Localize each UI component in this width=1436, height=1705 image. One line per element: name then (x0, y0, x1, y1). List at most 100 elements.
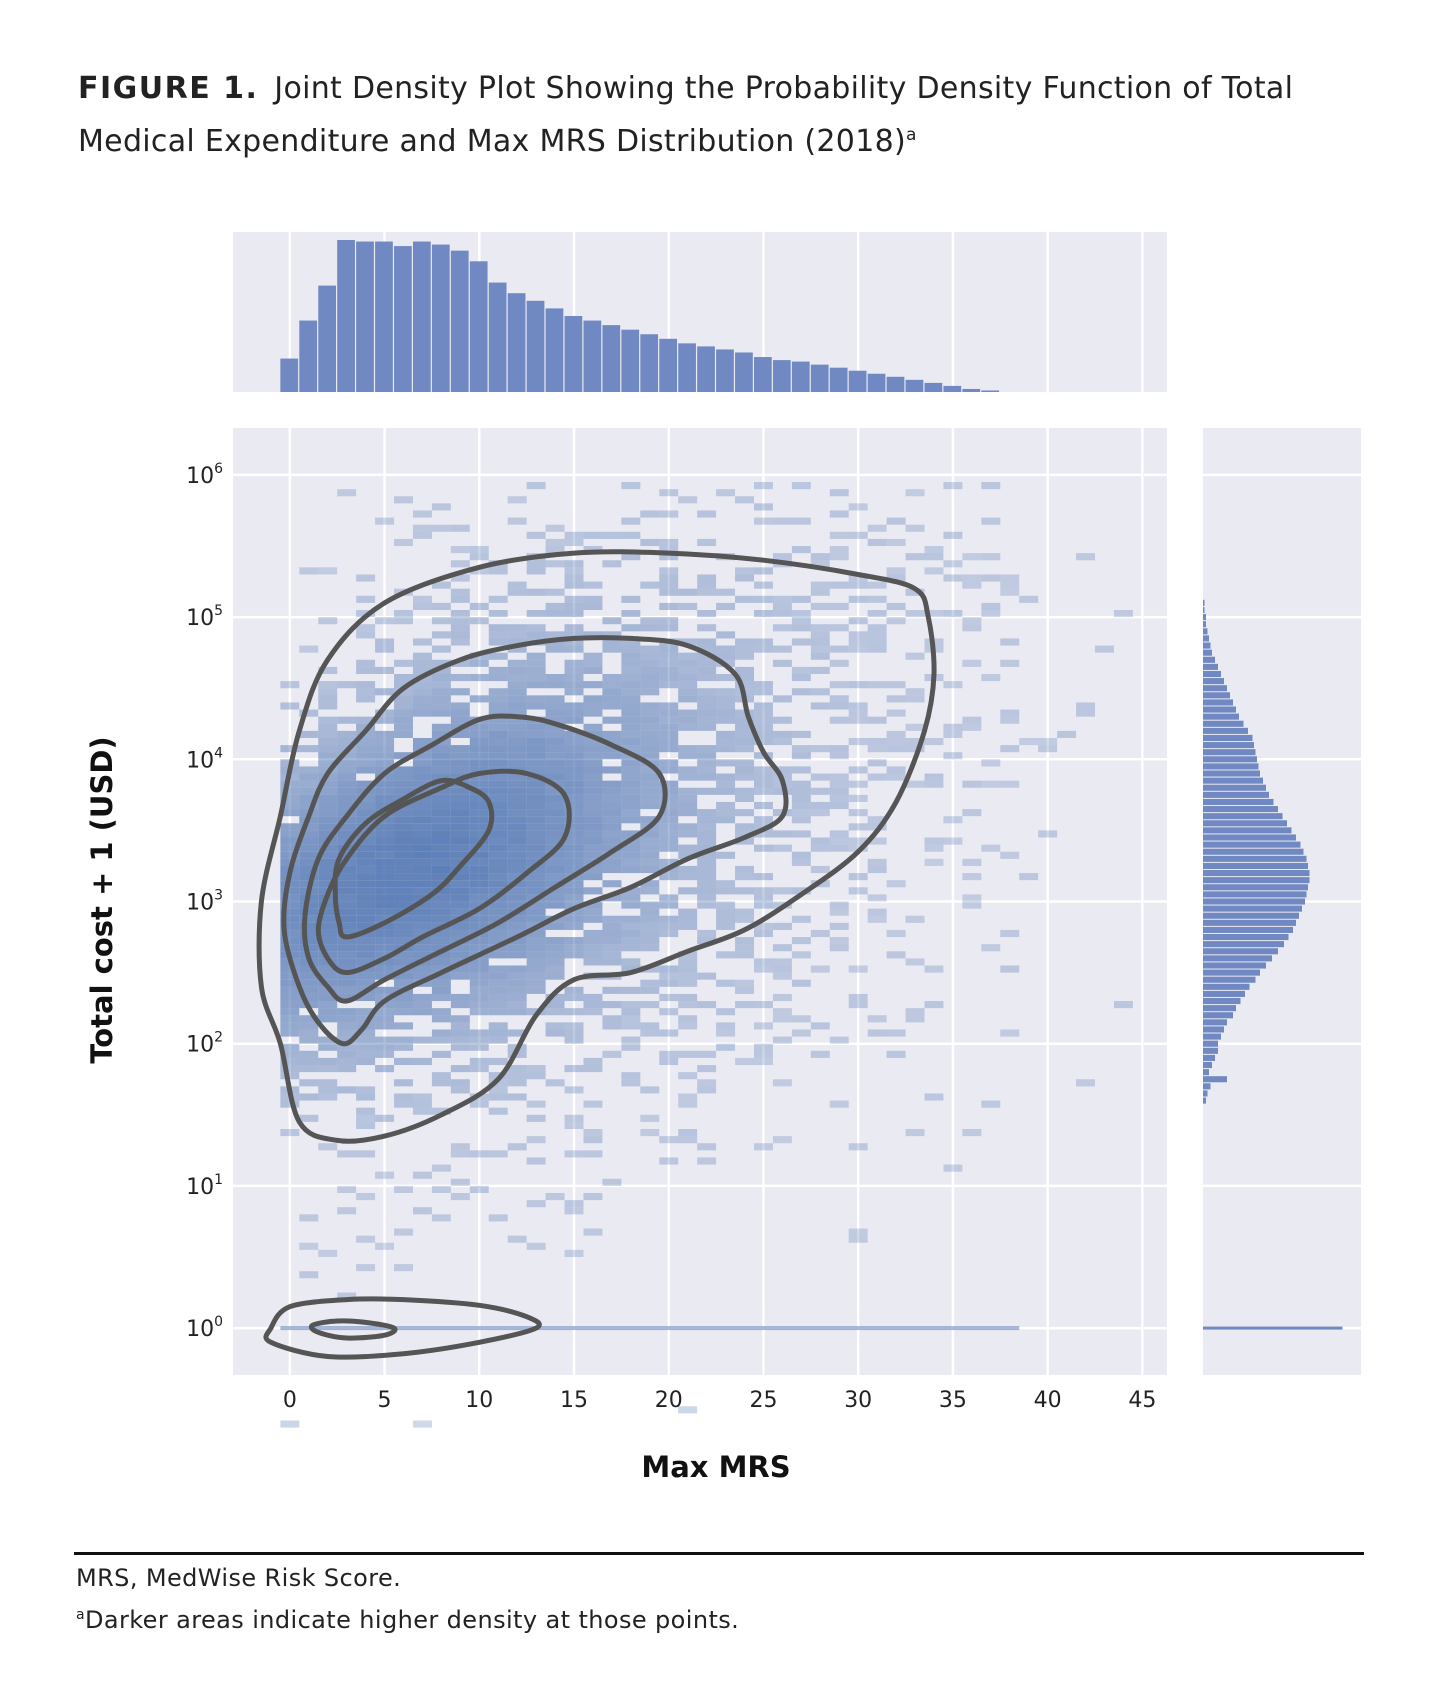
heat-cell (659, 1050, 679, 1058)
heat-cell (356, 780, 376, 788)
heat-cell (772, 944, 792, 952)
y-tick-exponent: 6 (214, 461, 223, 477)
heat-cell (526, 780, 546, 788)
heat-cell (602, 865, 622, 874)
heat-cell (602, 702, 622, 710)
heat-cell (450, 624, 470, 632)
heat-cell (905, 1015, 925, 1023)
heat-cell (469, 673, 489, 682)
heat-cell (867, 716, 887, 724)
y-tick-label: 101 (186, 1172, 223, 1200)
heat-cell (678, 794, 698, 802)
heat-cell (943, 730, 963, 738)
heat-cell (924, 965, 944, 973)
heat-cell (526, 1136, 546, 1144)
heat-cell (469, 1065, 489, 1073)
heat-cell (602, 560, 622, 568)
heat-cell (545, 951, 565, 959)
heat-cell (299, 972, 319, 980)
heat-cell (678, 681, 698, 689)
heat-cell (981, 574, 1001, 582)
heat-cell (621, 816, 641, 824)
heat-cell (431, 873, 451, 881)
top-hist-bar (962, 388, 981, 392)
heat-cell (337, 823, 357, 831)
footer-rule (74, 1552, 1364, 1555)
heat-cell (469, 567, 489, 575)
heat-cell (431, 745, 451, 753)
heat-cell (602, 531, 622, 539)
heat-cell (810, 666, 830, 674)
heat-cell (375, 1022, 395, 1030)
heat-cell (431, 830, 451, 838)
heat-cell (412, 1107, 432, 1115)
x-axis-title: Max MRS (641, 1450, 790, 1484)
heat-cell (886, 730, 906, 738)
heat-cell (772, 1136, 792, 1144)
heat-cell (431, 887, 451, 895)
heat-cell (545, 773, 565, 781)
heat-cell (640, 510, 660, 518)
heat-cell (829, 510, 849, 518)
heat-cell (716, 737, 736, 746)
heat-cell (602, 737, 622, 746)
heat-cell (924, 553, 944, 561)
heat-cell (962, 894, 982, 902)
heat-cell (394, 1001, 413, 1009)
heat-cell (564, 823, 584, 831)
right-hist-bar (1203, 621, 1206, 628)
heat-cell (394, 723, 413, 731)
heat-cell (507, 659, 527, 667)
heat-cell (337, 937, 357, 945)
heat-cell (659, 737, 679, 746)
heat-cell (375, 1015, 395, 1023)
heat-cell (545, 937, 565, 945)
heat-cell (1095, 645, 1114, 653)
heat-cell (526, 873, 546, 881)
heat-cell (564, 865, 584, 874)
heat-cell (772, 830, 792, 838)
heat-cell (450, 908, 470, 916)
heat-cell (583, 1228, 603, 1236)
heat-cell (829, 659, 849, 667)
heat-cell (886, 695, 906, 703)
heat-cell (375, 1001, 395, 1009)
heat-cell (564, 908, 584, 916)
heat-cell (602, 787, 622, 795)
heat-cell (394, 1057, 413, 1066)
heat-cell (829, 645, 849, 653)
heat-cell (507, 965, 527, 973)
right-hist-bar (1203, 798, 1274, 806)
heat-cell (337, 887, 357, 895)
heat-cell (280, 858, 300, 866)
right-hist-bar (1203, 1005, 1236, 1012)
heat-cell (753, 482, 773, 490)
heat-cell (337, 908, 357, 916)
heat-cell (450, 659, 470, 667)
heat-cell (318, 1001, 338, 1009)
top-hist-bar (791, 361, 810, 392)
heat-cell (318, 830, 338, 838)
heat-cell (659, 574, 679, 582)
heat-cell (735, 595, 754, 603)
heat-cell (375, 752, 395, 760)
heat-cell (753, 610, 773, 618)
heat-cell (526, 759, 546, 767)
heat-cell (829, 602, 849, 611)
heat-cell (394, 673, 413, 682)
heat-cell (375, 780, 395, 788)
heat-cell (280, 887, 300, 895)
heat-cell (829, 844, 849, 852)
heat-cell (697, 865, 717, 874)
heat-cell (356, 1093, 376, 1101)
heat-cell (450, 944, 470, 952)
heat-cell (469, 780, 489, 788)
heat-cell (678, 723, 698, 731)
right-hist-bar (1203, 1047, 1218, 1054)
heat-cell (905, 723, 925, 731)
heat-cell (507, 837, 527, 845)
heat-cell (488, 702, 508, 710)
heat-cell (678, 887, 698, 895)
heat-cell (507, 1072, 527, 1080)
heat-cell (394, 695, 413, 703)
